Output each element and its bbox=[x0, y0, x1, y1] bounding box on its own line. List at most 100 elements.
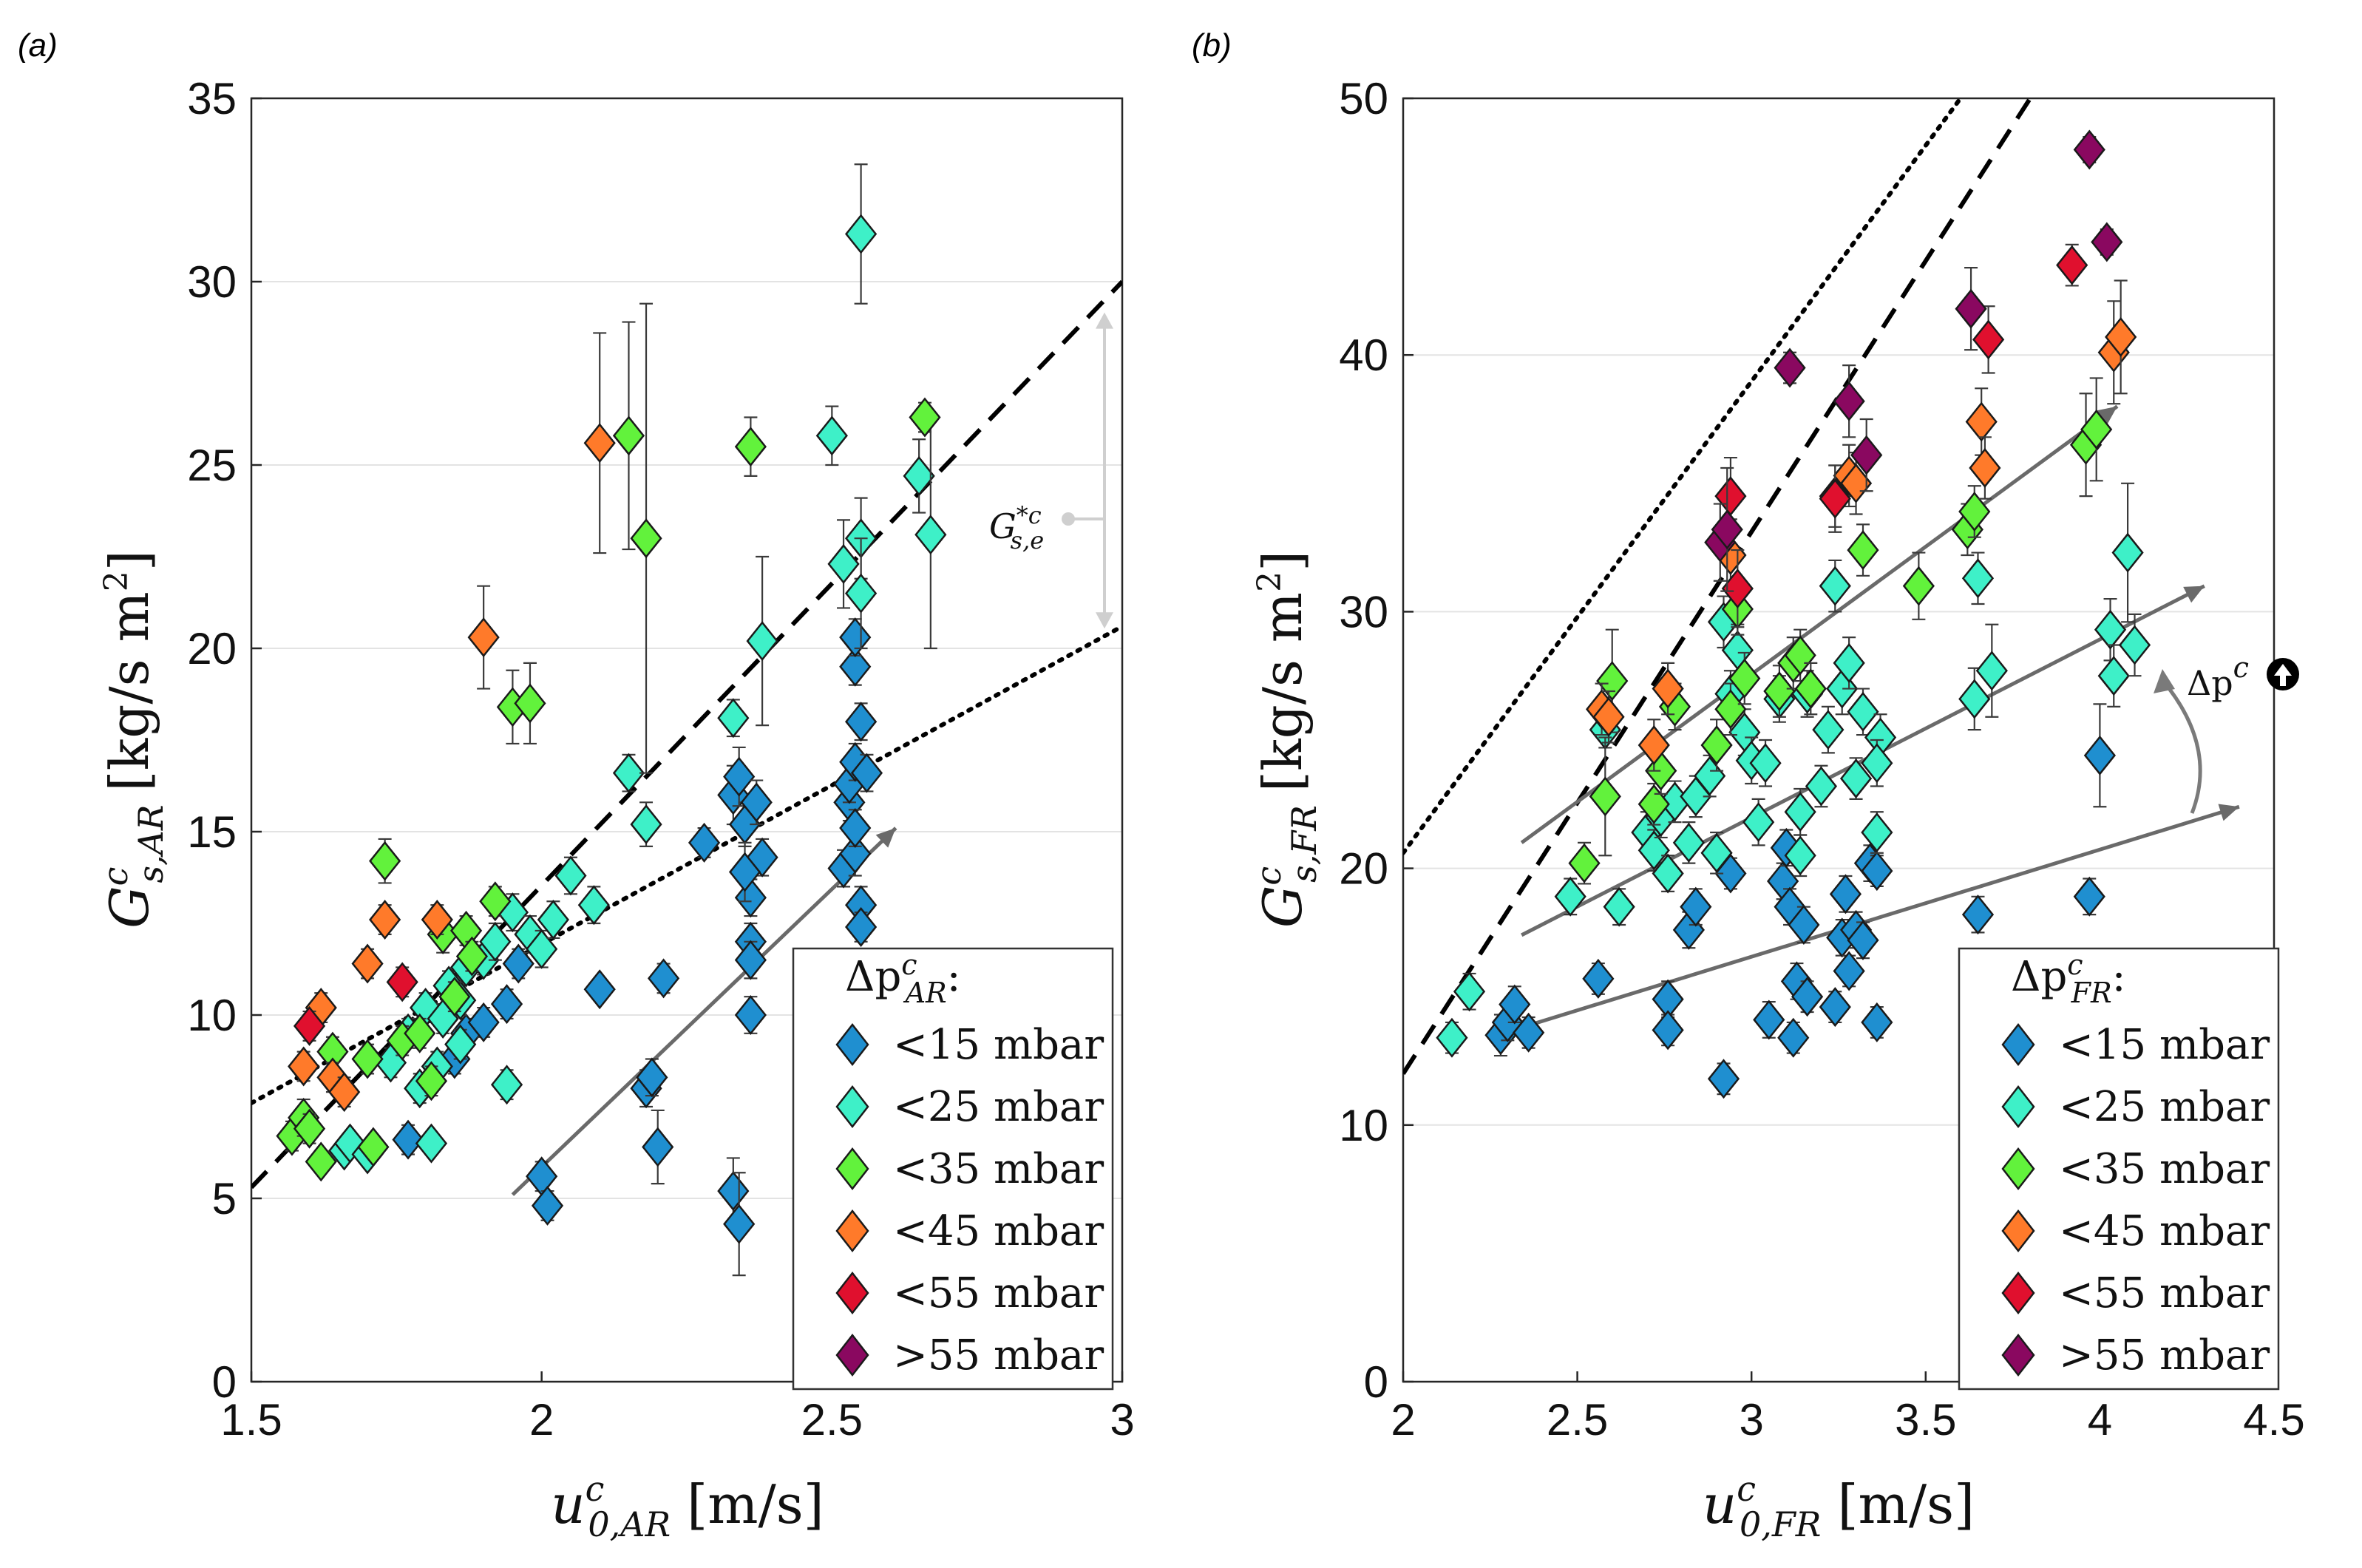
diamond-marker bbox=[305, 1141, 337, 1182]
diamond-marker bbox=[1680, 886, 1712, 927]
data-point bbox=[2056, 243, 2088, 287]
diamond-marker bbox=[293, 1108, 326, 1149]
y-tick-label: 25 bbox=[187, 441, 237, 490]
data-point bbox=[1453, 971, 1486, 1012]
diamond-marker bbox=[717, 698, 750, 739]
data-point bbox=[728, 841, 761, 903]
y-tick-label: 10 bbox=[187, 991, 237, 1040]
data-point bbox=[1833, 637, 1865, 690]
diamond-marker bbox=[1829, 874, 1862, 914]
data-point bbox=[688, 822, 721, 863]
panel-a-legend-items: <15 mbar <25 mbar <35 mbar <45 mbar <55 mbar… bbox=[835, 1021, 1104, 1379]
diamond-marker bbox=[293, 1005, 326, 1046]
diamond-marker bbox=[844, 702, 878, 742]
diamond-marker bbox=[2118, 625, 2151, 665]
data-point bbox=[850, 753, 883, 793]
diamond-marker bbox=[1638, 830, 1670, 871]
diamond-marker bbox=[1763, 671, 1796, 712]
diamond-marker bbox=[1861, 851, 1893, 892]
legend-entry: <55 mbar bbox=[2059, 1269, 2270, 1317]
diamond-marker bbox=[1833, 951, 1865, 991]
diamond-marker bbox=[1861, 1002, 1893, 1042]
data-point bbox=[1645, 747, 1677, 795]
legend-marker bbox=[2001, 1022, 2035, 1067]
legend-marker bbox=[2001, 1271, 2035, 1315]
y-tick-label: 30 bbox=[187, 257, 237, 307]
data-point bbox=[1850, 418, 1883, 492]
diamond-marker bbox=[490, 984, 523, 1025]
data-point bbox=[531, 1185, 564, 1226]
panel-b-plot-frame bbox=[1402, 97, 2276, 1383]
data-point bbox=[554, 855, 587, 896]
diamond-marker bbox=[746, 837, 778, 878]
data-point bbox=[1819, 559, 1851, 613]
diamond-marker bbox=[815, 415, 848, 456]
panel-a-plot-frame bbox=[250, 97, 1124, 1383]
diamond-marker bbox=[1742, 802, 1775, 843]
panel-a-annotation: G*c s,e bbox=[989, 312, 1113, 629]
diamond-marker bbox=[734, 940, 767, 980]
data-point bbox=[392, 1119, 424, 1160]
panel-b-xlabel-main: u bbox=[1703, 1473, 1737, 1535]
panel-b-annotation-curve bbox=[2161, 679, 2202, 814]
diamond-marker bbox=[740, 782, 773, 823]
data-point bbox=[827, 519, 860, 609]
panel-a-legend-title-sub: AR bbox=[903, 977, 947, 1009]
y-tick-label: 0 bbox=[212, 1357, 237, 1407]
data-point bbox=[1638, 719, 1670, 772]
data-point bbox=[1975, 623, 2008, 718]
data-point bbox=[1763, 665, 1796, 718]
diamond-marker bbox=[1513, 1012, 1545, 1053]
diamond-marker bbox=[723, 1204, 756, 1244]
diamond-marker bbox=[392, 1119, 424, 1160]
panel-b-x-ticks: 2 2.5 3 3.5 4 4.5 bbox=[1391, 1371, 2305, 1445]
data-point bbox=[1711, 466, 1743, 592]
data-point bbox=[357, 1127, 390, 1167]
diamond-marker bbox=[369, 900, 401, 940]
data-point bbox=[844, 702, 878, 742]
data-point bbox=[1513, 1012, 1545, 1053]
data-point bbox=[1847, 688, 1879, 736]
diamond-marker bbox=[357, 1127, 390, 1167]
dotted-fit-line bbox=[251, 624, 1122, 1106]
panel-a-annotation-dot bbox=[1062, 512, 1075, 526]
data-point bbox=[1589, 736, 1621, 857]
diamond-marker bbox=[723, 756, 756, 797]
data-point bbox=[1969, 436, 2001, 500]
diamond-marker bbox=[1861, 812, 1893, 852]
data-point bbox=[1680, 886, 1712, 927]
data-point bbox=[1596, 628, 1629, 733]
diamond-marker bbox=[1652, 668, 1684, 709]
trend-arrowhead bbox=[2096, 406, 2117, 425]
panel-b-annot-sup: c bbox=[2233, 651, 2249, 684]
data-point bbox=[404, 1013, 436, 1053]
diamond-marker bbox=[1453, 971, 1486, 1012]
legend-entry: >55 mbar bbox=[2059, 1331, 2270, 1379]
diamond-marker bbox=[1847, 530, 1879, 571]
diamond-marker bbox=[1638, 724, 1670, 765]
diamond-marker bbox=[1839, 758, 1873, 799]
diamond-marker bbox=[444, 1024, 477, 1065]
data-point bbox=[1839, 757, 1873, 800]
panel-b-y-ticks: 0 10 20 30 40 50 bbox=[1339, 74, 1414, 1407]
data-point bbox=[612, 753, 645, 793]
data-point bbox=[455, 936, 489, 977]
legend-marker bbox=[835, 1209, 869, 1253]
diamond-marker bbox=[839, 617, 872, 658]
panel-a-y-ticks: 0 5 10 15 20 25 30 35 bbox=[187, 74, 262, 1407]
diamond-marker bbox=[1819, 478, 1851, 519]
data-point bbox=[479, 881, 512, 922]
diamond-marker bbox=[1777, 1017, 1810, 1058]
x-tick-label: 3 bbox=[1110, 1395, 1134, 1445]
data-point bbox=[1707, 1059, 1740, 1099]
diamond-marker bbox=[844, 214, 878, 254]
diamond-marker bbox=[526, 1156, 558, 1197]
diamond-marker bbox=[1603, 886, 1635, 927]
panel-a-xlabel-sub: 0,AR bbox=[588, 1504, 671, 1544]
diamond-marker bbox=[1794, 668, 1827, 709]
data-point bbox=[717, 698, 750, 739]
data-point bbox=[1603, 886, 1635, 927]
diamond-marker bbox=[1589, 776, 1621, 817]
diamond-marker bbox=[1819, 987, 1851, 1028]
